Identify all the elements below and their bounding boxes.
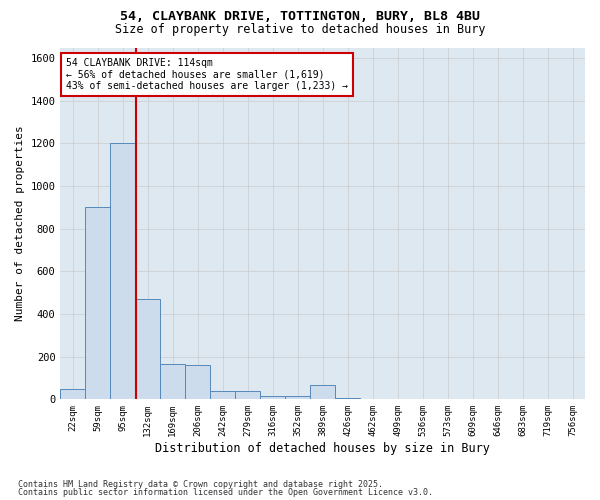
Bar <box>310 386 335 400</box>
Bar <box>85 208 110 400</box>
Text: Size of property relative to detached houses in Bury: Size of property relative to detached ho… <box>115 22 485 36</box>
Bar <box>260 396 285 400</box>
Text: 54 CLAYBANK DRIVE: 114sqm
← 56% of detached houses are smaller (1,619)
43% of se: 54 CLAYBANK DRIVE: 114sqm ← 56% of detac… <box>65 58 347 92</box>
Bar <box>110 144 136 400</box>
Text: Contains public sector information licensed under the Open Government Licence v3: Contains public sector information licen… <box>18 488 433 497</box>
Bar <box>136 299 160 400</box>
Bar <box>235 391 260 400</box>
Text: Contains HM Land Registry data © Crown copyright and database right 2025.: Contains HM Land Registry data © Crown c… <box>18 480 383 489</box>
X-axis label: Distribution of detached houses by size in Bury: Distribution of detached houses by size … <box>155 442 490 455</box>
Bar <box>61 388 85 400</box>
Bar <box>335 398 360 400</box>
Text: 54, CLAYBANK DRIVE, TOTTINGTON, BURY, BL8 4BU: 54, CLAYBANK DRIVE, TOTTINGTON, BURY, BL… <box>120 10 480 23</box>
Y-axis label: Number of detached properties: Number of detached properties <box>15 126 25 322</box>
Bar <box>210 391 235 400</box>
Bar <box>285 396 310 400</box>
Bar <box>185 365 210 400</box>
Bar <box>160 364 185 400</box>
